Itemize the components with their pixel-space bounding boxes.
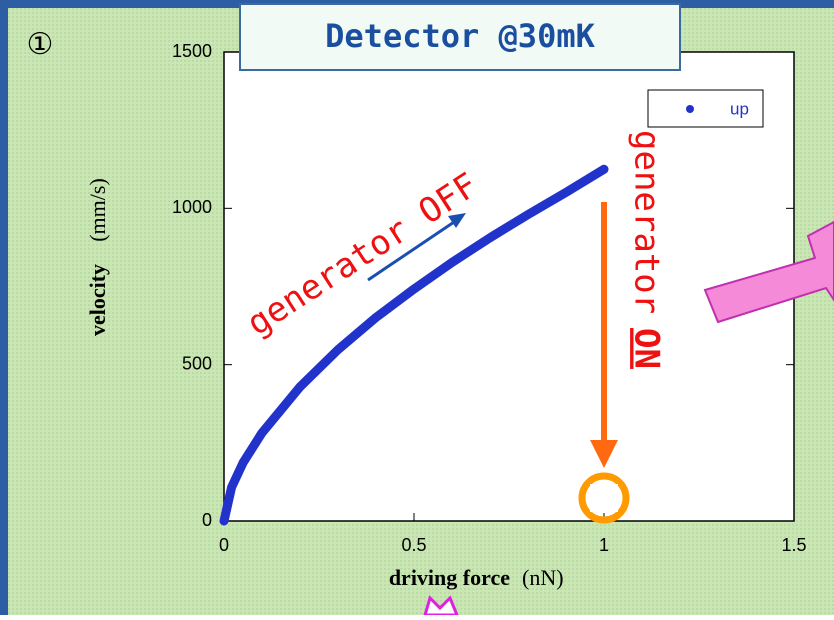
chart-title: Detector @30mK <box>325 17 595 55</box>
y-tick-label: 0 <box>202 510 212 530</box>
y-tick-label: 1500 <box>172 41 212 61</box>
x-axis-label-unit: (nN) <box>522 565 564 590</box>
y-axis-label-unit: (mm/s) <box>85 178 110 242</box>
x-tick-label: 0.5 <box>401 535 426 555</box>
marker-box <box>590 484 618 512</box>
x-axis-label: driving force (nN) <box>389 565 564 590</box>
legend-label: up <box>730 99 749 118</box>
y-tick-label: 1000 <box>172 197 212 217</box>
x-axis-label-main: driving force <box>389 565 510 590</box>
x-tick-label: 0 <box>219 535 229 555</box>
slide: 0 0.5 1 1.5 0 500 1000 1500 Detector @30mK ① ge… <box>0 0 834 615</box>
y-tick-label: 500 <box>182 353 212 373</box>
y-axis-label-main: velocity <box>85 264 110 336</box>
x-tick-label: 1 <box>599 535 609 555</box>
panel-label: ① <box>27 28 54 61</box>
annotation: generator <box>627 130 667 314</box>
x-tick-label: 1.5 <box>781 535 806 555</box>
legend-marker <box>686 105 694 113</box>
annotation: ON <box>627 328 667 369</box>
